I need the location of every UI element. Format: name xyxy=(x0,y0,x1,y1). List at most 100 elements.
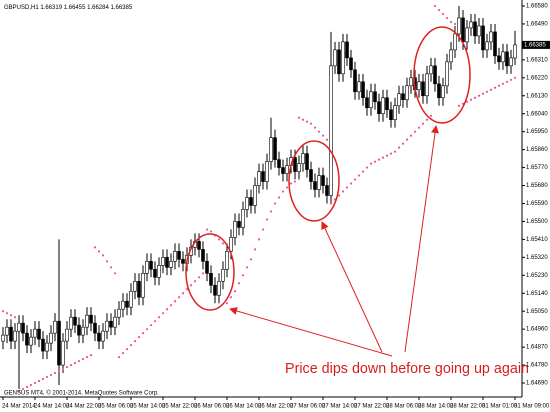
candle-body xyxy=(369,91,373,109)
x-tick-label: 28 Mar 14:00 xyxy=(418,404,454,410)
sar-dot xyxy=(349,182,353,185)
sar-dot xyxy=(501,82,505,85)
candle-body xyxy=(381,97,385,115)
candle-body xyxy=(473,21,477,37)
candle-body xyxy=(113,316,117,328)
sar-dot xyxy=(209,230,213,233)
sar-dot xyxy=(49,373,53,377)
candle-body xyxy=(9,326,13,342)
sar-dot xyxy=(1,310,5,313)
sar-dot xyxy=(105,260,109,263)
candle-body xyxy=(33,328,37,338)
candle-body xyxy=(253,185,257,206)
sar-dot xyxy=(477,94,481,97)
sar-dot xyxy=(53,371,57,375)
sar-dot xyxy=(389,152,393,155)
candle-body xyxy=(221,269,225,282)
sar-dot xyxy=(381,156,385,159)
sar-dot xyxy=(141,332,145,335)
sar-dot xyxy=(9,314,13,317)
candle-body xyxy=(505,51,509,67)
sar-dot xyxy=(385,154,389,157)
sar-dot xyxy=(361,170,365,173)
candle-body xyxy=(489,31,493,43)
sar-dot xyxy=(21,387,25,391)
header-high: 1.66455 xyxy=(64,5,86,11)
x-tick-label: 24 Mar 14:00 xyxy=(34,404,70,410)
sar-dot xyxy=(297,116,301,119)
candle-body xyxy=(245,197,249,210)
candle-body xyxy=(257,171,261,186)
candle-body xyxy=(425,73,429,97)
candle-body xyxy=(281,167,285,174)
candle-body xyxy=(69,316,73,330)
x-tick-label: 26 Mar 14:00 xyxy=(226,404,262,410)
sar-dot xyxy=(401,142,405,145)
candle-body xyxy=(65,328,69,342)
sar-dot xyxy=(129,344,133,347)
sar-dot xyxy=(317,130,321,133)
candle-body xyxy=(93,322,97,334)
y-tick-label: 1.66580 xyxy=(526,4,548,10)
candle-body xyxy=(509,57,513,67)
sar-dot xyxy=(93,246,97,249)
sar-dot xyxy=(121,352,125,355)
sar-dot xyxy=(65,365,69,369)
candle-body xyxy=(13,330,17,342)
x-tick-label: 28 Mar 22:00 xyxy=(450,404,486,410)
sar-dot xyxy=(305,120,309,123)
sar-dot xyxy=(369,162,373,165)
candle-body xyxy=(405,85,409,101)
x-tick-label: 25 Mar 14:00 xyxy=(130,404,166,410)
candle-body xyxy=(157,265,161,278)
candle-body xyxy=(205,261,209,274)
candle-body xyxy=(329,65,333,196)
sar-dot xyxy=(205,228,209,231)
candle-body xyxy=(401,93,405,101)
candle-body xyxy=(477,25,481,37)
candle-body xyxy=(513,44,517,59)
candle-body xyxy=(161,257,165,266)
candle-body xyxy=(129,290,133,308)
y-tick-label: 1.65950 xyxy=(526,129,548,135)
sar-dot xyxy=(425,118,429,121)
sar-dot xyxy=(445,16,449,20)
candle-body xyxy=(5,326,9,336)
sar-dot xyxy=(257,238,261,241)
candle-body xyxy=(277,159,281,168)
sar-dot xyxy=(201,272,205,275)
sar-dot xyxy=(177,296,181,299)
candle-body xyxy=(105,320,109,332)
candle-body xyxy=(321,175,325,186)
candle-body xyxy=(269,137,273,162)
candle-body xyxy=(265,161,269,182)
candle-body xyxy=(57,320,61,366)
sar-dot xyxy=(57,369,61,373)
sar-dot xyxy=(133,340,137,343)
sar-dot xyxy=(337,194,341,197)
candle-body xyxy=(501,51,505,63)
sar-dot xyxy=(329,202,333,205)
candle-body xyxy=(349,57,353,71)
sar-dot xyxy=(377,158,381,161)
sar-dot xyxy=(45,375,49,379)
sar-dot xyxy=(285,186,289,189)
candle-body xyxy=(137,280,141,298)
sar-dot xyxy=(277,196,281,199)
candle-body xyxy=(249,197,253,206)
y-tick-label: 1.65410 xyxy=(526,237,548,243)
candle-body xyxy=(237,221,241,228)
sar-dot xyxy=(465,100,469,103)
candle-body xyxy=(61,340,65,366)
sar-dot xyxy=(313,126,317,129)
x-tick-label: 24 Mar 22:00 xyxy=(66,404,102,410)
x-tick-label: 31 Mar 01:00 xyxy=(482,404,518,410)
candle-body xyxy=(141,273,145,298)
candle-body xyxy=(429,65,433,75)
candle-body xyxy=(345,41,349,59)
annotation: Price dips down before going up again xyxy=(285,360,529,377)
candle-body xyxy=(225,251,229,270)
sar-dot xyxy=(429,114,433,117)
